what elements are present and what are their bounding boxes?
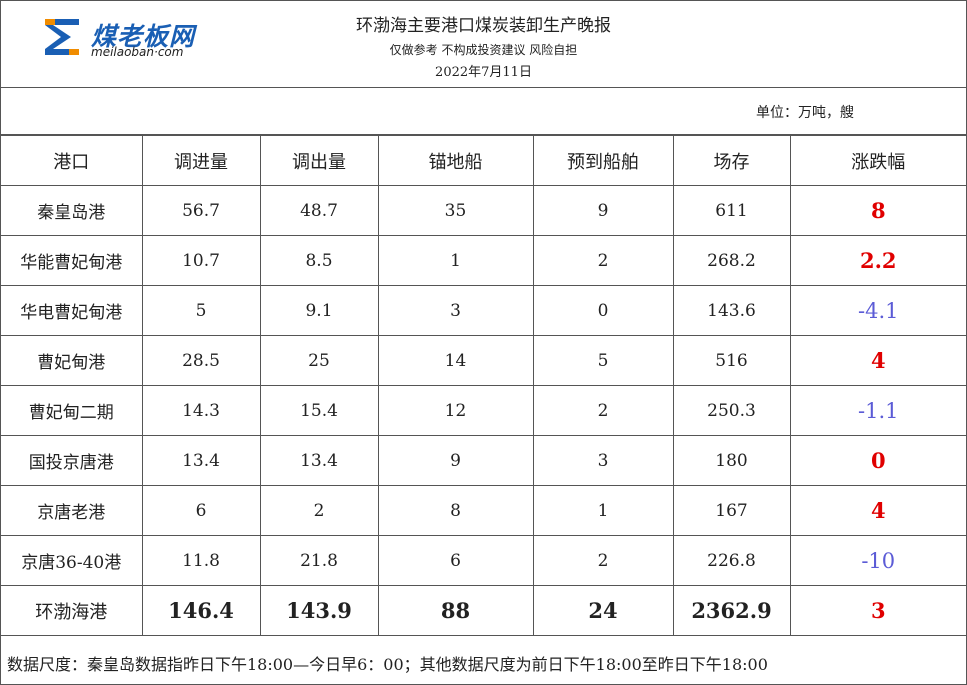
port-name: 京唐老港: [1, 485, 143, 536]
report-header: 煤老板网 meilaoban·com 环渤海主要港口煤炭装卸生产晚报 仅做参考 …: [1, 1, 966, 88]
change-value: 0: [789, 435, 966, 486]
change-value: -4.1: [789, 285, 966, 336]
outbound-value: 2: [259, 485, 379, 536]
inbound-value: 6: [141, 485, 261, 536]
inbound-value: 5: [141, 285, 261, 336]
outbound-value: 13.4: [259, 435, 379, 486]
total-inbound-value: 146.4: [141, 585, 261, 636]
table-header-row: 港口 调进量 调出量 锚地船 预到船舶 场存 涨跌幅: [1, 135, 966, 186]
table-row: 京唐老港 6 2 8 1 167 4: [1, 485, 966, 536]
change-value: -10: [789, 535, 966, 586]
table-row: 曹妃甸二期 14.3 15.4 12 2 250.3 -1.1: [1, 385, 966, 436]
anchor-ships-value: 8: [377, 485, 534, 536]
port-name: 秦皇岛港: [1, 185, 143, 236]
expected-ships-value: 9: [532, 185, 674, 236]
expected-ships-value: 2: [532, 385, 674, 436]
column-header-expected: 预到船舶: [532, 135, 674, 186]
change-value: 8: [789, 185, 966, 236]
data-scope-note: 数据尺度：秦皇岛数据指昨日下午18:00—今日早6：00；其他数据尺度为前日下午…: [7, 655, 768, 674]
anchor-ships-value: 9: [377, 435, 534, 486]
port-name: 曹妃甸二期: [1, 385, 143, 436]
port-name: 华电曹妃甸港: [1, 285, 143, 336]
logo-mark-icon: [42, 16, 82, 56]
stock-value: 180: [672, 435, 791, 486]
stock-value: 516: [672, 335, 791, 386]
report-date: 2022年7月11日: [435, 65, 532, 80]
expected-ships-value: 3: [532, 435, 674, 486]
port-name: 华能曹妃甸港: [1, 235, 143, 286]
column-header-anchor: 锚地船: [377, 135, 534, 186]
stock-value: 226.8: [672, 535, 791, 586]
site-logo[interactable]: 煤老板网 meilaoban·com: [41, 15, 241, 61]
change-value: 4: [789, 485, 966, 536]
stock-value: 167: [672, 485, 791, 536]
stock-value: 611: [672, 185, 791, 236]
inbound-value: 11.8: [141, 535, 261, 586]
inbound-value: 10.7: [141, 235, 261, 286]
expected-ships-value: 5: [532, 335, 674, 386]
change-value: 4: [789, 335, 966, 386]
anchor-ships-value: 14: [377, 335, 534, 386]
column-header-stock: 场存: [672, 135, 791, 186]
total-port-name: 环渤海港: [1, 585, 143, 636]
total-outbound-value: 143.9: [259, 585, 379, 636]
table-row: 秦皇岛港 56.7 48.7 35 9 611 8: [1, 185, 966, 236]
column-header-out: 调出量: [259, 135, 379, 186]
table-row: 曹妃甸港 28.5 25 14 5 516 4: [1, 335, 966, 386]
table-row: 华能曹妃甸港 10.7 8.5 1 2 268.2 2.2: [1, 235, 966, 286]
change-value: -1.1: [789, 385, 966, 436]
logo-url: meilaoban·com: [91, 45, 184, 59]
port-name: 京唐36-40港: [1, 535, 143, 586]
port-name: 国投京唐港: [1, 435, 143, 486]
outbound-value: 15.4: [259, 385, 379, 436]
inbound-value: 14.3: [141, 385, 261, 436]
total-expected-ships-value: 24: [532, 585, 674, 636]
stock-value: 268.2: [672, 235, 791, 286]
outbound-value: 48.7: [259, 185, 379, 236]
total-stock-value: 2362.9: [672, 585, 791, 636]
total-anchor-ships-value: 88: [377, 585, 534, 636]
outbound-value: 8.5: [259, 235, 379, 286]
total-change-value: 3: [789, 585, 966, 636]
outbound-value: 9.1: [259, 285, 379, 336]
anchor-ships-value: 35: [377, 185, 534, 236]
expected-ships-value: 0: [532, 285, 674, 336]
table-row: 华电曹妃甸港 5 9.1 3 0 143.6 -4.1: [1, 285, 966, 336]
expected-ships-value: 2: [532, 235, 674, 286]
port-data-table: 港口 调进量 调出量 锚地船 预到船舶 场存 涨跌幅 秦皇岛港 56.7 48.…: [1, 135, 966, 636]
expected-ships-value: 2: [532, 535, 674, 586]
column-header-change: 涨跌幅: [789, 135, 966, 186]
anchor-ships-value: 12: [377, 385, 534, 436]
outbound-value: 21.8: [259, 535, 379, 586]
inbound-value: 56.7: [141, 185, 261, 236]
anchor-ships-value: 3: [377, 285, 534, 336]
stock-value: 250.3: [672, 385, 791, 436]
inbound-value: 28.5: [141, 335, 261, 386]
anchor-ships-value: 1: [377, 235, 534, 286]
column-header-port: 港口: [1, 135, 143, 186]
change-value: 2.2: [789, 235, 966, 286]
outbound-value: 25: [259, 335, 379, 386]
stock-value: 143.6: [672, 285, 791, 336]
unit-row: 单位：万吨，艘: [1, 88, 966, 135]
unit-label: 单位：万吨，艘: [756, 105, 854, 121]
logo-text: 煤老板网: [91, 22, 196, 51]
table-row: 京唐36-40港 11.8 21.8 6 2 226.8 -10: [1, 535, 966, 586]
disclaimer: 仅做参考 不构成投资建议 风险自担: [389, 43, 578, 57]
total-row: 环渤海港 146.4 143.9 88 24 2362.9 3: [1, 585, 966, 636]
inbound-value: 13.4: [141, 435, 261, 486]
table-row: 国投京唐港 13.4 13.4 9 3 180 0: [1, 435, 966, 486]
anchor-ships-value: 6: [377, 535, 534, 586]
expected-ships-value: 1: [532, 485, 674, 536]
port-name: 曹妃甸港: [1, 335, 143, 386]
column-header-in: 调进量: [141, 135, 261, 186]
report-title: 环渤海主要港口煤炭装卸生产晚报: [356, 16, 611, 36]
